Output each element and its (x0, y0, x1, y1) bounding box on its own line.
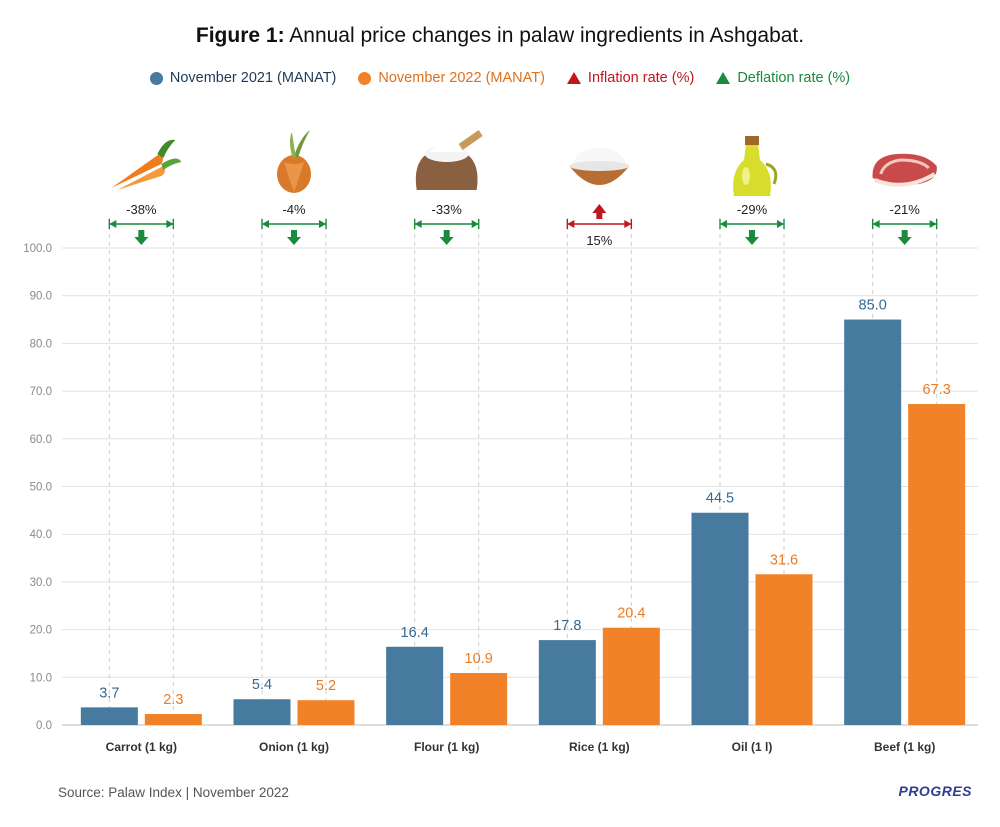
deflation-arrow-icon (901, 230, 908, 238)
bracket-arrowhead (929, 220, 937, 228)
deflation-arrow-icon (439, 237, 454, 245)
bar-2021 (844, 319, 902, 725)
bar-2022 (297, 700, 355, 725)
bracket-arrowhead (624, 220, 632, 228)
bar-2022 (450, 673, 508, 725)
y-tick-label: 100.0 (23, 243, 52, 255)
bracket-arrowhead (471, 220, 479, 228)
change-label: -29% (737, 202, 768, 217)
data-label-2021: 5.4 (252, 677, 272, 693)
change-label: -21% (889, 202, 920, 217)
y-tick-label: 10.0 (30, 672, 52, 684)
y-tick-label: 40.0 (30, 529, 52, 541)
legend-label-2021: November 2021 (MANAT) (169, 70, 337, 86)
data-label-2022: 31.6 (770, 552, 798, 568)
bar-2022 (908, 403, 966, 725)
bar-2021 (691, 512, 749, 725)
data-label-2022: 2.3 (163, 692, 183, 708)
data-label-2021: 16.4 (401, 625, 429, 641)
data-label-2022: 20.4 (617, 606, 645, 622)
bracket-arrowhead (262, 220, 269, 228)
deflation-arrow-icon (138, 230, 145, 238)
legend-label-inflation: Inflation rate (%) (587, 70, 695, 86)
y-tick-label: 0.0 (36, 720, 52, 732)
legend-label-2022: November 2022 (MANAT) (378, 70, 545, 86)
flour-sack-icon (415, 130, 483, 190)
bracket-arrowhead (109, 220, 117, 228)
deflation-arrow-icon (897, 237, 912, 245)
onion-icon (277, 130, 311, 193)
x-tick-label: Carrot (1 kg) (106, 740, 177, 754)
deflation-arrow-icon (287, 237, 301, 245)
y-tick-label: 70.0 (30, 386, 52, 398)
title-prefix: Figure 1: (195, 24, 285, 47)
chart-title: Figure 1: Annual price changes in palaw … (0, 24, 1000, 48)
y-tick-label: 60.0 (30, 434, 52, 446)
title-text: Annual price changes in palaw ingredient… (284, 24, 805, 47)
y-tick-label: 90.0 (30, 291, 52, 303)
x-tick-label: Flour (1 kg) (414, 740, 479, 754)
deflation-triangle-icon (716, 72, 731, 84)
legend: November 2021 (MANAT) November 2022 (MAN… (0, 70, 1000, 86)
change-label: -33% (431, 202, 462, 217)
y-tick-label: 30.0 (30, 577, 52, 589)
data-label-2021: 44.5 (706, 491, 734, 507)
carrot-icon (111, 139, 182, 190)
legend-dot-2022 (358, 71, 372, 85)
bar-2022 (755, 574, 813, 725)
bracket-arrowhead (567, 220, 575, 228)
deflation-arrow-icon (443, 230, 450, 238)
bracket-arrowhead (414, 220, 422, 228)
oil-bottle-icon (733, 136, 778, 196)
y-tick-label: 80.0 (30, 338, 52, 350)
inflation-arrow-icon (596, 212, 603, 219)
rice-bowl-icon (569, 148, 630, 185)
bar-2021 (80, 707, 138, 725)
y-tick-label: 50.0 (30, 482, 52, 494)
bar-2022 (602, 627, 660, 725)
data-label-2021: 3.7 (99, 685, 119, 701)
data-label-2022: 67.3 (923, 382, 951, 398)
bracket-arrowhead (319, 220, 326, 228)
deflation-arrow-icon (745, 237, 759, 245)
source-note: Source: Palaw Index | November 2022 (58, 785, 289, 800)
legend-item-deflation: Deflation rate (%) (716, 70, 850, 86)
bracket-arrowhead (720, 220, 727, 228)
x-tick-label: Rice (1 kg) (569, 740, 630, 754)
legend-item-2021: November 2021 (MANAT) (149, 70, 337, 86)
legend-label-deflation: Deflation rate (%) (737, 70, 851, 86)
bracket-arrowhead (777, 220, 784, 228)
x-tick-label: Beef (1 kg) (874, 740, 935, 754)
change-label: -4% (282, 202, 306, 217)
bracket-arrowhead (872, 220, 880, 228)
data-label-2022: 5.2 (316, 678, 336, 694)
bracket-arrowhead (166, 220, 174, 228)
inflation-arrow-icon (592, 204, 607, 213)
data-label-2021: 85.0 (859, 298, 887, 314)
data-label-2022: 10.9 (465, 651, 493, 667)
legend-dot-2021 (149, 71, 163, 85)
bar-2022 (144, 714, 202, 725)
brand-logo: PROGRES (898, 783, 972, 799)
legend-item-2022: November 2022 (MANAT) (358, 70, 545, 86)
inflation-triangle-icon (566, 72, 581, 84)
bar-2021 (386, 646, 444, 725)
data-label-2021: 17.8 (553, 618, 581, 634)
deflation-arrow-icon (291, 230, 297, 238)
change-label: 15% (586, 233, 612, 248)
deflation-arrow-icon (134, 237, 149, 245)
legend-item-inflation: Inflation rate (%) (566, 70, 695, 86)
x-tick-label: Oil (1 l) (732, 740, 773, 754)
bar-2021 (538, 640, 596, 725)
y-tick-label: 20.0 (30, 625, 52, 637)
beef-icon (872, 153, 937, 187)
deflation-arrow-icon (749, 230, 755, 238)
change-label: -38% (126, 202, 157, 217)
x-tick-label: Onion (1 kg) (259, 740, 329, 754)
bar-2021 (233, 699, 291, 725)
